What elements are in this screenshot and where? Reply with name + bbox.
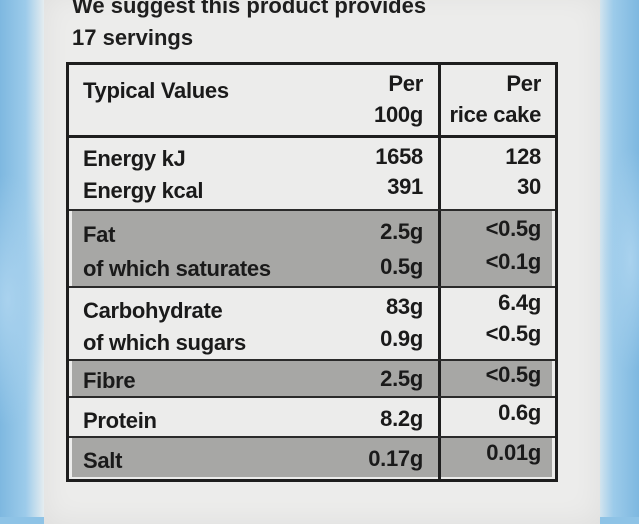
row-percake-carbohydrate: 6.4g	[498, 290, 541, 315]
header-percake-line1: Per	[506, 71, 541, 96]
row-label-fibre: Fibre	[83, 368, 136, 393]
row-per100-carbohydrate: 83g	[385, 294, 423, 319]
header-per100-line1: Per	[388, 71, 423, 96]
row-per100-sugars: 0.9g	[380, 326, 423, 351]
servings-note-line1: We suggest this product provides	[72, 0, 427, 18]
row-label-fat: Fat	[83, 222, 116, 247]
row-percake-fibre: <0.5g	[485, 362, 542, 387]
header-typical-values: Typical Values	[83, 78, 229, 103]
column-divider-1	[438, 65, 441, 479]
row-per100-fibre: 2.5g	[380, 366, 423, 391]
header-bottom-rule	[69, 135, 555, 138]
servings-note-line2: 17 servings	[72, 25, 194, 50]
row-label-energy-kcal: Energy kcal	[83, 178, 204, 203]
rule-after-fibre	[69, 396, 555, 398]
servings-note: We suggest this product provides 17 serv…	[72, 0, 426, 54]
row-label-salt: Salt	[83, 448, 123, 473]
row-per100-fat: 2.5g	[380, 219, 423, 244]
row-percake-fat: <0.5g	[485, 216, 542, 241]
row-per100-salt: 0.17g	[368, 446, 423, 471]
row-percake-saturates: <0.1g	[485, 249, 542, 274]
row-label-saturates: of which saturates	[83, 256, 271, 281]
rule-after-fat	[69, 286, 555, 288]
header-percake-line2: rice cake	[449, 102, 542, 127]
rule-after-energy	[69, 209, 555, 211]
row-percake-sugars: <0.5g	[485, 321, 542, 346]
row-percake-energy-kj: 128	[505, 144, 541, 169]
row-label-energy-kj: Energy kJ	[83, 146, 186, 171]
row-label-carbohydrate: Carbohydrate	[83, 298, 223, 323]
rule-after-carbs	[69, 359, 555, 361]
shade-salt-row	[72, 437, 552, 477]
row-percake-protein: 0.6g	[498, 400, 541, 425]
row-per100-protein: 8.2g	[380, 406, 423, 431]
row-label-sugars: of which sugars	[83, 330, 246, 355]
rule-after-protein	[69, 436, 555, 438]
row-percake-salt: 0.01g	[486, 440, 541, 465]
row-label-protein: Protein	[83, 408, 157, 433]
shade-fat-rows	[72, 211, 552, 287]
row-per100-saturates: 0.5g	[380, 254, 423, 279]
row-per100-energy-kj: 1658	[375, 144, 423, 169]
header-per100-line2: 100g	[374, 102, 423, 127]
row-percake-energy-kcal: 30	[517, 174, 541, 199]
nutrition-table: Typical Values Per 100g Per rice cake En…	[66, 62, 558, 482]
shade-fibre-row	[72, 360, 552, 396]
row-per100-energy-kcal: 391	[387, 174, 423, 199]
